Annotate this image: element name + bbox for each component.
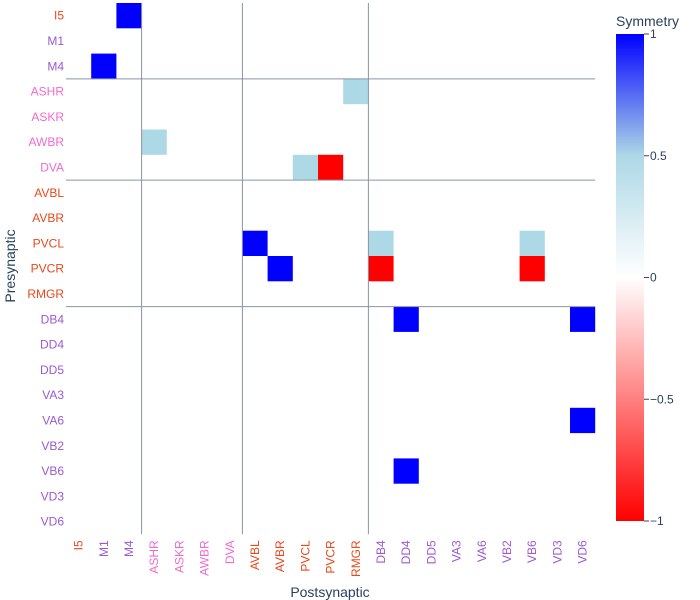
heatmap-cell-db4-vd6	[570, 306, 596, 332]
y-tick-va6: VA6	[42, 413, 64, 427]
colorbar-tick-label-2: 0	[650, 271, 657, 285]
heatmap-cell-pvcr-avbr	[267, 256, 293, 282]
x-tick-labels: I5 M1 M4 ASHR ASKR AWBR DVA AVBL AVBR PVCL PVCR RMG…	[72, 540, 590, 577]
y-tick-db4: DB4	[41, 312, 65, 326]
x-tick-dd5: DD5	[424, 540, 438, 564]
heatmap-cell-m4-m1	[91, 53, 117, 79]
y-tick-ashr: ASHR	[31, 85, 65, 99]
y-tick-vb2: VB2	[41, 439, 64, 453]
heatmap-cell-pvcr-vb6	[519, 256, 545, 282]
heatmap-cell-vb6-dd4	[393, 458, 419, 484]
x-tick-rmgr: RMGR	[349, 540, 363, 577]
y-tick-vd6: VD6	[41, 515, 65, 529]
colorbar-gradient	[616, 34, 644, 521]
x-tick-va3: VA3	[450, 540, 464, 562]
x-axis-title: Postsynaptic	[290, 584, 369, 600]
heatmap-cell-awbr-ashr	[141, 129, 167, 155]
heatmap-cell-ashr-rmgr	[343, 78, 369, 105]
x-tick-avbl: AVBL	[248, 540, 262, 570]
y-tick-i5: I5	[54, 9, 64, 23]
colorbar-tick-label-4: −1	[650, 514, 664, 528]
x-tick-m4: M4	[122, 540, 136, 557]
plot-area	[66, 3, 596, 535]
heatmap-cell-i5-m4	[116, 3, 142, 29]
heatmap-cell-va6-vd6	[570, 407, 596, 434]
group-dividers	[66, 3, 596, 535]
y-axis-title: Presynaptic	[2, 229, 18, 302]
y-tick-avbl: AVBL	[34, 186, 64, 200]
heatmap-cells	[91, 3, 596, 484]
x-tick-m1: M1	[97, 540, 111, 557]
x-tick-askr: ASKR	[172, 540, 186, 573]
colorbar-ticks: 1 0.5 0 −0.5 −1	[644, 27, 674, 528]
x-tick-vb6: VB6	[525, 540, 539, 563]
x-tick-pvcr: PVCR	[324, 540, 338, 574]
heatmap-cell-pvcl-avbl	[242, 230, 268, 256]
y-tick-vd3: VD3	[41, 489, 65, 503]
x-tick-i5: I5	[72, 540, 86, 550]
x-tick-avbr: AVBR	[273, 540, 287, 572]
colorbar-tick-label-0: 1	[650, 27, 657, 41]
y-tick-va3: VA3	[42, 388, 64, 402]
heatmap-cell-db4-dd4	[393, 306, 419, 332]
y-tick-labels: I5 M1 M4 ASHR ASKR AWBR DVA AVBL AVBR PVCL PVCR RMG…	[27, 9, 64, 529]
y-tick-dva: DVA	[40, 160, 64, 174]
y-tick-m1: M1	[47, 34, 64, 48]
x-tick-db4: DB4	[374, 540, 388, 564]
heatmap-cell-pvcl-vb6	[519, 230, 545, 256]
x-tick-dva: DVA	[223, 540, 237, 564]
y-tick-pvcr: PVCR	[31, 262, 65, 276]
x-tick-awbr: AWBR	[198, 540, 212, 576]
colorbar: Symmetry 1 0.5 0 −0.5 −1	[616, 13, 679, 528]
x-tick-vb2: VB2	[500, 540, 514, 563]
x-tick-ashr: ASHR	[147, 540, 161, 574]
heatmap-cell-dva-pvcl	[292, 154, 318, 181]
y-tick-avbr: AVBR	[32, 211, 64, 225]
y-tick-vb6: VB6	[41, 464, 64, 478]
x-tick-va6: VA6	[475, 540, 489, 562]
x-tick-vd3: VD3	[550, 540, 564, 564]
colorbar-title: Symmetry	[616, 13, 679, 29]
x-tick-vd6: VD6	[576, 540, 590, 564]
heatmap-cell-pvcr-db4	[368, 256, 394, 282]
heatmap-cell-dva-pvcr	[318, 154, 344, 181]
x-tick-pvcl: PVCL	[298, 540, 312, 572]
y-tick-rmgr: RMGR	[27, 287, 64, 301]
y-tick-askr: ASKR	[31, 110, 64, 124]
y-tick-awbr: AWBR	[28, 135, 64, 149]
colorbar-tick-label-3: −0.5	[650, 392, 674, 406]
colorbar-tick-label-1: 0.5	[650, 149, 667, 163]
y-tick-dd5: DD5	[40, 363, 64, 377]
x-tick-dd4: DD4	[399, 540, 413, 564]
y-tick-pvcl: PVCL	[33, 236, 65, 250]
heatmap-cell-pvcl-db4	[368, 230, 394, 256]
y-tick-m4: M4	[47, 59, 64, 73]
y-tick-dd4: DD4	[40, 338, 64, 352]
